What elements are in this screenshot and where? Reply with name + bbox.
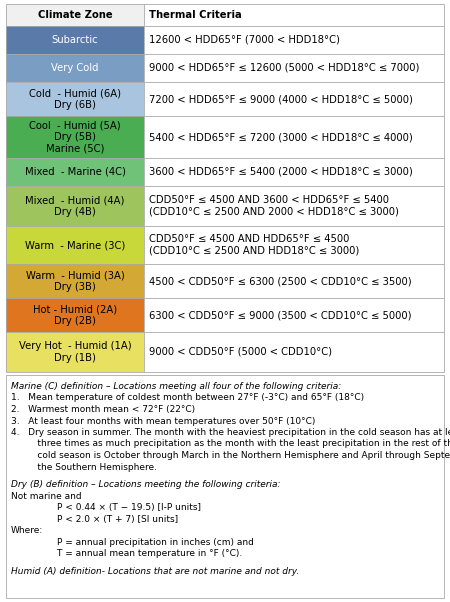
Text: P < 0.44 × (T − 19.5) [I-P units]: P < 0.44 × (T − 19.5) [I-P units]: [34, 503, 201, 512]
Text: Warm  - Marine (3C): Warm - Marine (3C): [25, 240, 125, 250]
Bar: [144, 54, 444, 82]
Bar: [144, 26, 444, 54]
Text: three times as much precipitation as the month with the least precipitation in t: three times as much precipitation as the…: [23, 439, 450, 448]
Bar: [6, 26, 144, 54]
Bar: [6, 116, 144, 158]
Bar: [6, 82, 144, 116]
Text: Marine (C) definition – Locations meeting all four of the following criteria:: Marine (C) definition – Locations meetin…: [11, 382, 341, 391]
Text: Cool  - Humid (5A)
Dry (5B)
Marine (5C): Cool - Humid (5A) Dry (5B) Marine (5C): [29, 120, 121, 154]
Text: P < 2.0 × (T + 7) [SI units]: P < 2.0 × (T + 7) [SI units]: [34, 515, 178, 524]
Text: Warm  - Humid (3A)
Dry (3B): Warm - Humid (3A) Dry (3B): [26, 270, 124, 292]
Text: Thermal Criteria: Thermal Criteria: [149, 10, 242, 20]
Bar: [6, 158, 144, 186]
Text: the Southern Hemisphere.: the Southern Hemisphere.: [23, 462, 157, 471]
Text: Climate Zone: Climate Zone: [38, 10, 112, 20]
Bar: [6, 298, 144, 332]
Text: 4500 < CDD50°F ≤ 6300 (2500 < CDD10°C ≤ 3500): 4500 < CDD50°F ≤ 6300 (2500 < CDD10°C ≤ …: [149, 276, 412, 286]
Bar: [6, 264, 144, 298]
Bar: [144, 332, 444, 372]
Bar: [144, 264, 444, 298]
Text: T = annual mean temperature in °F (°C).: T = annual mean temperature in °F (°C).: [34, 550, 242, 558]
Bar: [144, 226, 444, 264]
Text: Very Hot  - Humid (1A)
Dry (1B): Very Hot - Humid (1A) Dry (1B): [18, 341, 131, 363]
Text: 2.   Warmest month mean < 72°F (22°C): 2. Warmest month mean < 72°F (22°C): [11, 405, 195, 414]
Text: Dry (B) definition – Locations meeting the following criteria:: Dry (B) definition – Locations meeting t…: [11, 480, 280, 489]
Bar: [6, 226, 144, 264]
Bar: [6, 4, 144, 26]
Bar: [144, 158, 444, 186]
Bar: [6, 332, 144, 372]
Text: Mixed  - Humid (4A)
Dry (4B): Mixed - Humid (4A) Dry (4B): [25, 195, 125, 217]
Bar: [6, 54, 144, 82]
Text: Hot - Humid (2A)
Dry (2B): Hot - Humid (2A) Dry (2B): [33, 304, 117, 326]
Text: 12600 < HDD65°F (7000 < HDD18°C): 12600 < HDD65°F (7000 < HDD18°C): [149, 35, 340, 45]
Bar: [144, 4, 444, 26]
Bar: [144, 298, 444, 332]
Text: Humid (A) definition- Locations that are not marine and not dry.: Humid (A) definition- Locations that are…: [11, 567, 299, 576]
Text: Cold  - Humid (6A)
Dry (6B): Cold - Humid (6A) Dry (6B): [29, 88, 121, 110]
Text: P = annual precipitation in inches (cm) and: P = annual precipitation in inches (cm) …: [34, 538, 254, 547]
Text: CDD50°F ≤ 4500 AND 3600 < HDD65°F ≤ 5400
(CDD10°C ≤ 2500 AND 2000 < HDD18°C ≤ 30: CDD50°F ≤ 4500 AND 3600 < HDD65°F ≤ 5400…: [149, 195, 399, 217]
Text: cold season is October through March in the Northern Hemisphere and April throug: cold season is October through March in …: [23, 451, 450, 460]
Text: Where:: Where:: [11, 526, 43, 535]
Text: 9000 < CDD50°F (5000 < CDD10°C): 9000 < CDD50°F (5000 < CDD10°C): [149, 347, 332, 357]
Text: 6300 < CDD50°F ≤ 9000 (3500 < CDD10°C ≤ 5000): 6300 < CDD50°F ≤ 9000 (3500 < CDD10°C ≤ …: [149, 310, 411, 320]
Text: 3600 < HDD65°F ≤ 5400 (2000 < HDD18°C ≤ 3000): 3600 < HDD65°F ≤ 5400 (2000 < HDD18°C ≤ …: [149, 167, 413, 177]
Text: Mixed  - Marine (4C): Mixed - Marine (4C): [25, 167, 126, 177]
Text: 5400 < HDD65°F ≤ 7200 (3000 < HDD18°C ≤ 4000): 5400 < HDD65°F ≤ 7200 (3000 < HDD18°C ≤ …: [149, 132, 413, 142]
Text: 7200 < HDD65°F ≤ 9000 (4000 < HDD18°C ≤ 5000): 7200 < HDD65°F ≤ 9000 (4000 < HDD18°C ≤ …: [149, 94, 413, 104]
Bar: [144, 82, 444, 116]
Text: Not marine and: Not marine and: [11, 492, 81, 501]
Bar: [144, 116, 444, 158]
Text: 3.   At least four months with mean temperatures over 50°F (10°C): 3. At least four months with mean temper…: [11, 417, 315, 426]
Text: Subarctic: Subarctic: [52, 35, 98, 45]
Text: Very Cold: Very Cold: [51, 63, 99, 73]
Bar: [144, 186, 444, 226]
Bar: [6, 186, 144, 226]
Text: 9000 < HDD65°F ≤ 12600 (5000 < HDD18°C ≤ 7000): 9000 < HDD65°F ≤ 12600 (5000 < HDD18°C ≤…: [149, 63, 419, 73]
Text: 1.   Mean temperature of coldest month between 27°F (-3°C) and 65°F (18°C): 1. Mean temperature of coldest month bet…: [11, 394, 364, 403]
Text: 4.   Dry season in summer. The month with the heaviest precipitation in the cold: 4. Dry season in summer. The month with …: [11, 428, 450, 437]
Text: CDD50°F ≤ 4500 AND HDD65°F ≤ 4500
(CDD10°C ≤ 2500 AND HDD18°C ≤ 3000): CDD50°F ≤ 4500 AND HDD65°F ≤ 4500 (CDD10…: [149, 234, 359, 256]
Bar: [6, 375, 444, 598]
